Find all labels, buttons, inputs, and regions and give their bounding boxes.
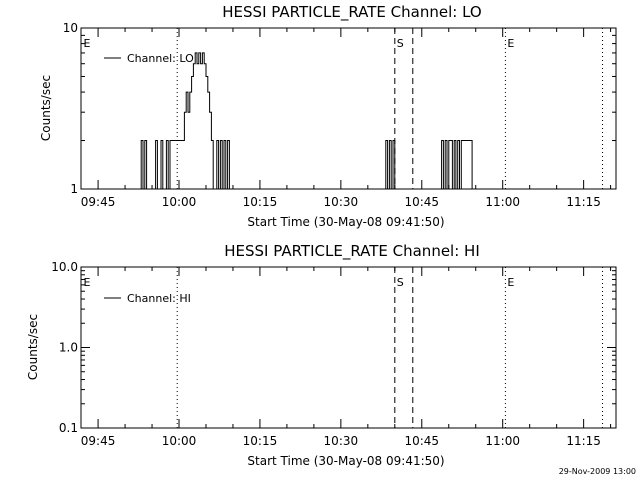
xtick-label-lo-2: 10:15 (243, 195, 278, 209)
legend-label-lo: Channel: LO (127, 52, 194, 65)
panel-lo-xlabel: Start Time (30-May-08 09:41:50) (247, 215, 444, 229)
panel-hi-ylabel: Counts/sec (26, 314, 40, 380)
ytick-label-hi-0: 0.1 (59, 421, 78, 435)
ytick-label-hi-1: 1.0 (59, 341, 78, 355)
xtick-label-hi-6: 11:15 (566, 434, 601, 448)
xtick-label-lo-6: 11:15 (566, 195, 601, 209)
panel-hi: HESSI PARTICLE_RATE Channel: HI Counts/s… (26, 242, 617, 468)
marker-label-lo-4: E (507, 37, 514, 50)
xtick-label-lo-5: 11:00 (485, 195, 520, 209)
xtick-label-hi-4: 10:45 (404, 434, 439, 448)
ytick-label-lo-1: 10 (63, 21, 78, 35)
xtick-label-hi-5: 11:00 (485, 434, 520, 448)
ytick-label-hi-2: 10.0 (51, 260, 78, 274)
panel-hi-title: HESSI PARTICLE_RATE Channel: HI (224, 242, 480, 261)
xtick-label-hi-0: 09:45 (81, 434, 116, 448)
xtick-label-lo-1: 10:00 (162, 195, 197, 209)
date-stamp: 29-Nov-2009 13:00 (559, 467, 636, 476)
marker-label-hi-2: S (397, 276, 404, 289)
xtick-label-hi-2: 10:15 (243, 434, 278, 448)
panel-lo-legend: Channel: LO (104, 52, 194, 65)
marker-label-hi-4: E (507, 276, 514, 289)
series-line-lo (139, 52, 478, 190)
marker-label-hi-0: E (84, 276, 91, 289)
panel-hi-legend: Channel: HI (104, 292, 191, 305)
panel-hi-xlabel: Start Time (30-May-08 09:41:50) (247, 454, 444, 468)
panel-lo: HESSI PARTICLE_RATE Channel: LO Counts/s… (39, 3, 617, 229)
marker-label-lo-2: S (397, 37, 404, 50)
marker-label-lo-0: E (84, 37, 91, 50)
xtick-label-hi-1: 10:00 (162, 434, 197, 448)
panel-lo-frame (80, 27, 617, 190)
xtick-label-lo-4: 10:45 (404, 195, 439, 209)
xtick-label-lo-3: 10:30 (324, 195, 359, 209)
ytick-label-lo-0: 1 (70, 182, 78, 196)
xtick-label-lo-0: 09:45 (81, 195, 116, 209)
panel-lo-title: HESSI PARTICLE_RATE Channel: LO (222, 3, 481, 22)
panel-lo-ylabel: Counts/sec (39, 75, 53, 141)
legend-label-hi: Channel: HI (127, 292, 191, 305)
xtick-label-hi-3: 10:30 (324, 434, 359, 448)
